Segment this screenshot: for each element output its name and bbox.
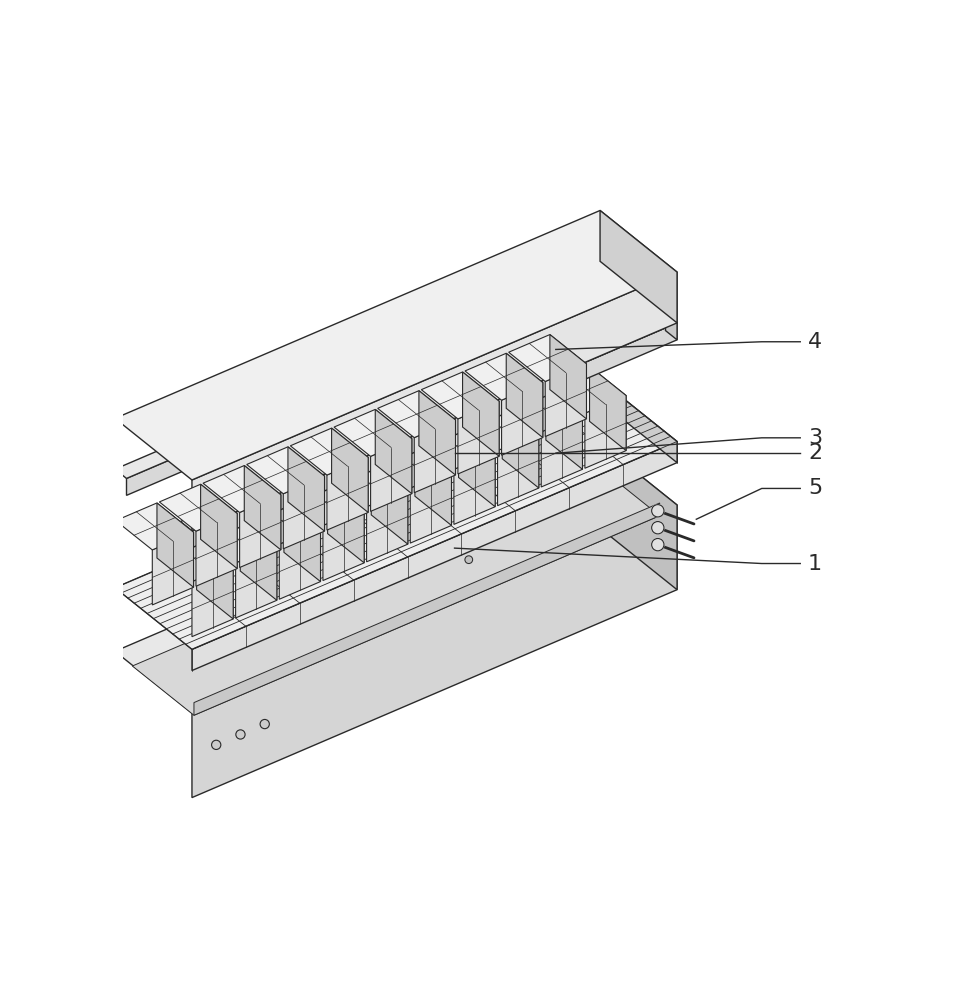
Polygon shape [152,532,193,605]
Polygon shape [600,210,677,323]
Polygon shape [114,210,677,480]
Polygon shape [283,476,324,549]
Polygon shape [548,366,626,413]
Polygon shape [541,414,581,487]
Polygon shape [192,272,677,531]
Polygon shape [287,447,324,531]
Polygon shape [414,441,451,525]
Polygon shape [192,323,677,548]
Polygon shape [196,535,233,619]
Text: 5: 5 [807,478,822,498]
Polygon shape [157,503,193,587]
Polygon shape [409,470,451,543]
Polygon shape [417,422,495,469]
Polygon shape [244,466,281,550]
Polygon shape [240,516,277,600]
Polygon shape [505,385,581,432]
Polygon shape [464,353,542,400]
Circle shape [651,538,663,551]
Polygon shape [333,409,411,456]
Polygon shape [328,479,364,563]
Polygon shape [327,457,368,530]
Polygon shape [330,460,407,507]
Polygon shape [286,479,364,525]
Polygon shape [279,527,320,599]
Polygon shape [246,447,324,494]
Polygon shape [115,503,193,550]
Polygon shape [290,428,368,475]
Polygon shape [192,505,677,798]
Polygon shape [550,335,586,419]
Polygon shape [584,396,626,468]
Circle shape [651,505,663,517]
Polygon shape [462,372,499,456]
Text: 1: 1 [807,554,822,574]
Polygon shape [366,489,407,562]
Polygon shape [414,420,455,493]
Polygon shape [127,271,611,495]
Polygon shape [460,404,538,451]
Text: 2: 2 [807,443,822,463]
Circle shape [235,730,245,739]
Circle shape [651,522,663,534]
Polygon shape [378,391,455,438]
Polygon shape [114,443,677,713]
Circle shape [259,719,269,729]
Polygon shape [589,366,626,451]
Polygon shape [201,484,237,569]
Polygon shape [458,422,495,507]
Polygon shape [283,497,320,582]
Polygon shape [600,443,677,590]
Polygon shape [323,508,364,581]
Polygon shape [114,261,611,478]
Polygon shape [497,433,538,506]
Polygon shape [332,428,368,512]
Polygon shape [505,353,542,438]
Polygon shape [545,385,581,469]
Polygon shape [133,466,659,715]
Polygon shape [114,380,677,649]
Polygon shape [454,452,495,524]
Circle shape [464,556,472,564]
Polygon shape [194,503,659,715]
Polygon shape [156,535,233,582]
Polygon shape [371,460,407,544]
Polygon shape [508,335,586,381]
Polygon shape [160,484,237,531]
Polygon shape [235,545,277,618]
Text: 4: 4 [807,332,822,352]
Polygon shape [375,409,411,494]
Polygon shape [418,391,455,475]
Polygon shape [501,383,542,455]
Polygon shape [600,261,611,287]
Polygon shape [199,516,277,563]
Circle shape [211,740,221,749]
Polygon shape [242,497,320,544]
Polygon shape [370,439,411,511]
Polygon shape [457,401,499,474]
Polygon shape [203,466,281,512]
Polygon shape [373,441,451,488]
Polygon shape [421,372,499,419]
Text: 3: 3 [807,428,822,448]
Polygon shape [665,314,677,340]
Polygon shape [192,441,677,671]
Polygon shape [239,495,281,568]
Polygon shape [600,380,677,463]
Polygon shape [196,514,237,586]
Polygon shape [502,404,538,488]
Polygon shape [192,564,233,637]
Polygon shape [181,314,677,531]
Polygon shape [545,364,586,437]
